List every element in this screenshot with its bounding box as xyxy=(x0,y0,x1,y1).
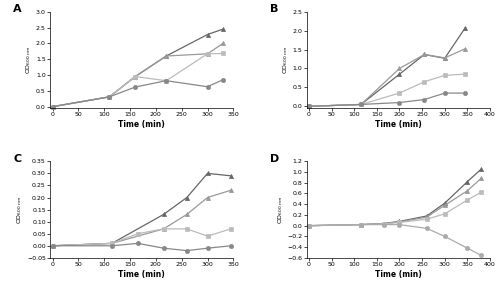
X-axis label: Time (min): Time (min) xyxy=(375,120,422,129)
X-axis label: Time (min): Time (min) xyxy=(118,270,165,279)
Text: D: D xyxy=(270,154,279,163)
Y-axis label: OD$_{600\ nm}$: OD$_{600\ nm}$ xyxy=(16,195,24,224)
Text: C: C xyxy=(14,154,22,163)
Y-axis label: OD$_{600\ nm}$: OD$_{600\ nm}$ xyxy=(281,46,290,74)
Text: B: B xyxy=(270,4,278,14)
Text: A: A xyxy=(14,4,22,14)
X-axis label: Time (min): Time (min) xyxy=(118,120,165,129)
Y-axis label: OD$_{600\ nm}$: OD$_{600\ nm}$ xyxy=(24,46,33,74)
Y-axis label: OD$_{600\ nm}$: OD$_{600\ nm}$ xyxy=(276,195,284,224)
X-axis label: Time (min): Time (min) xyxy=(375,270,422,279)
